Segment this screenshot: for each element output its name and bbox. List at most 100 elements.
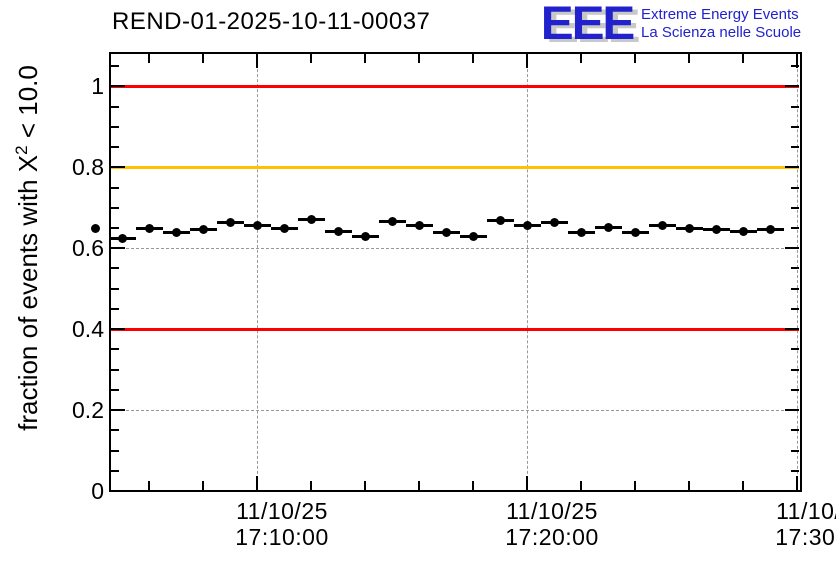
data-point: [252, 221, 262, 231]
y-minor-tick: [111, 146, 119, 149]
data-point: [225, 217, 235, 227]
y-tick-label: 0.2: [72, 397, 104, 424]
v-gridline: [257, 54, 258, 489]
x-tick-label-line: 11/10/25: [776, 498, 836, 524]
data-point: [360, 231, 370, 241]
y-minor-tick-right: [791, 287, 799, 290]
v-gridline: [797, 54, 798, 489]
y-minor-tick: [111, 65, 119, 68]
x-minor-tick-top: [634, 54, 636, 63]
x-minor-tick: [472, 481, 474, 490]
x-tick-label-line: 11/10/25: [506, 498, 598, 524]
x-minor-tick: [580, 481, 582, 490]
data-point: [198, 224, 208, 234]
x-major-tick-top: [526, 54, 528, 68]
y-minor-tick-right: [791, 227, 799, 229]
y-minor-tick: [111, 227, 119, 229]
eee-logo-line2: La Scienza nelle Scuole: [641, 24, 802, 41]
x-major-tick-top: [256, 54, 258, 68]
data-point: [657, 221, 667, 231]
y-minor-tick: [111, 348, 119, 351]
x-minor-tick-top: [310, 54, 312, 63]
x-tick-label-line: 17:10:00: [235, 524, 329, 550]
eee-logo-line1: Extreme Energy Events: [641, 6, 799, 23]
data-point: [279, 223, 289, 233]
x-minor-tick-top: [742, 54, 744, 63]
x-minor-tick: [310, 481, 312, 490]
y-major-tick-right: [785, 490, 799, 492]
eee-logo-text: Extreme Energy Events La Scienza nelle S…: [641, 2, 836, 42]
lower-limit-line: [111, 327, 799, 331]
data-point: [306, 214, 316, 224]
y-major-tick: [111, 409, 125, 412]
y-major-tick: [111, 166, 125, 169]
x-major-tick-top: [796, 54, 798, 68]
y-minor-tick: [111, 206, 119, 209]
warning-line: [111, 165, 799, 169]
y-minor-tick-right: [791, 65, 799, 68]
y-major-tick-right: [785, 85, 799, 88]
y-major-tick: [111, 328, 125, 331]
y-minor-tick: [111, 125, 119, 128]
data-point: [144, 223, 154, 233]
y-minor-tick-right: [791, 267, 799, 270]
y-tick-label: 0.4: [72, 316, 104, 343]
plot-title: REND-01-2025-10-11-00037: [112, 8, 431, 35]
data-point: [441, 227, 451, 237]
x-minor-tick-top: [148, 54, 150, 63]
x-minor-tick: [364, 481, 366, 490]
x-minor-tick: [688, 481, 690, 490]
data-point: [117, 233, 127, 243]
y-axis-title-prefix: fraction of events with X: [12, 154, 43, 431]
y-tick-label: 0: [91, 478, 104, 504]
y-minor-tick: [111, 449, 119, 452]
data-point: [387, 216, 397, 226]
y-minor-tick-right: [791, 105, 799, 108]
y-tick-label: 0.8: [72, 154, 104, 181]
data-point: [549, 217, 559, 227]
x-minor-tick-top: [364, 54, 366, 63]
data-point: [711, 224, 721, 234]
x-tick-label: 11/10/25 17:10:00: [192, 498, 372, 550]
x-major-tick: [256, 476, 258, 490]
y-minor-tick-right: [791, 348, 799, 351]
y-minor-tick-right: [791, 186, 799, 189]
plot-frame: [109, 52, 802, 492]
y-axis-title-superscript: 2: [12, 145, 32, 155]
y-minor-tick: [111, 186, 119, 189]
y-minor-tick-right: [791, 125, 799, 128]
x-tick-label-line: 17:20:00: [505, 524, 599, 550]
y-major-tick-right: [785, 409, 799, 412]
y-minor-tick-right: [791, 206, 799, 209]
y-minor-tick: [111, 287, 119, 290]
data-point: [333, 226, 343, 236]
data-point: [603, 222, 613, 232]
data-point: [576, 227, 586, 237]
x-major-tick: [796, 476, 798, 490]
eee-logo: EEE Extreme Energy Events La Scienza nel…: [541, 0, 836, 46]
y-major-tick-right: [785, 166, 799, 169]
y-minor-tick: [111, 307, 119, 310]
y-minor-tick-right: [791, 368, 799, 371]
x-minor-tick: [742, 481, 744, 490]
y-minor-tick-right: [791, 429, 799, 432]
h-gridline: [111, 410, 799, 412]
x-minor-tick: [148, 481, 150, 490]
x-minor-tick: [202, 481, 204, 490]
data-point: [90, 223, 100, 233]
x-tick-label-line: 17:30:00: [775, 524, 836, 550]
data-point: [495, 215, 505, 225]
x-tick-label: 11/10/25 17:20:00: [462, 498, 642, 550]
v-gridline: [527, 54, 528, 489]
x-tick-label-line: 11/10/25: [236, 498, 328, 524]
y-minor-tick-right: [791, 469, 799, 472]
data-point: [171, 227, 181, 237]
y-minor-tick-right: [791, 449, 799, 452]
x-major-tick: [526, 476, 528, 490]
y-minor-tick: [111, 469, 119, 472]
data-point: [684, 223, 694, 233]
y-tick-label: 0.6: [72, 235, 104, 262]
data-point: [468, 231, 478, 241]
